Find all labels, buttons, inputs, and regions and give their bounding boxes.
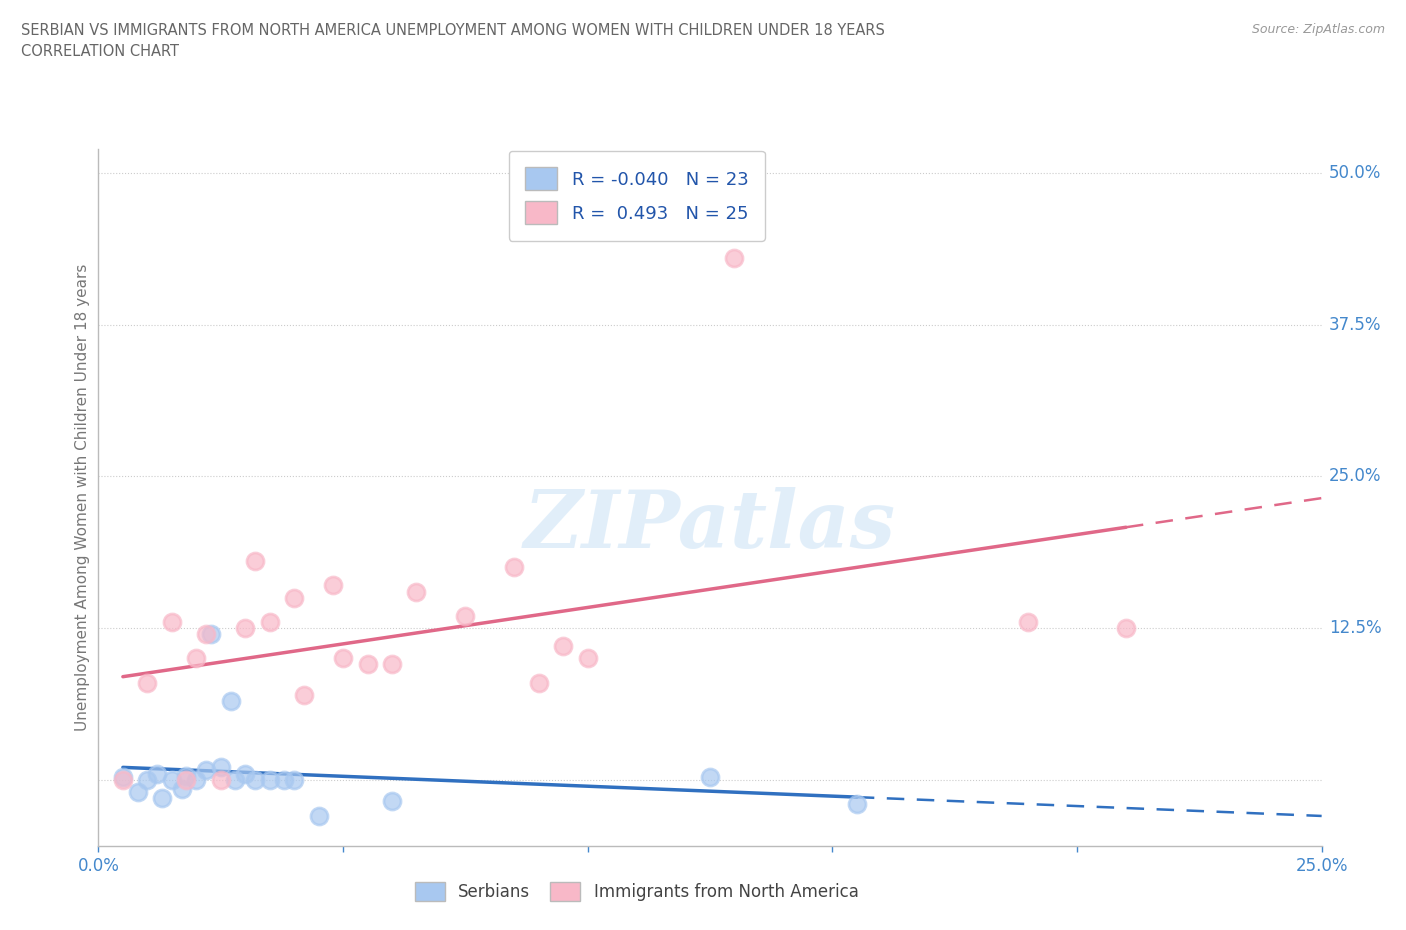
Point [176,772,198,787]
Text: Source: ZipAtlas.com: Source: ZipAtlas.com [1251,23,1385,36]
Legend: Serbians, Immigrants from North America: Serbians, Immigrants from North America [408,875,865,908]
Point [219,693,242,708]
Point [243,772,266,787]
Point [111,770,134,785]
Point [553,639,575,654]
Text: 37.5%: 37.5% [1329,315,1381,334]
Point [308,808,330,823]
Point [845,796,868,811]
Point [170,782,193,797]
Point [699,770,721,785]
Point [259,615,281,630]
Text: 25.0%: 25.0% [1329,467,1381,485]
Point [200,627,222,642]
Point [136,675,159,690]
Point [405,584,427,599]
Point [186,772,208,787]
Point [332,651,354,666]
Text: CORRELATION CHART: CORRELATION CHART [21,44,179,59]
Text: ZIPatlas: ZIPatlas [524,486,896,565]
Point [209,772,232,787]
Point [127,784,149,799]
Text: SERBIAN VS IMMIGRANTS FROM NORTH AMERICA UNEMPLOYMENT AMONG WOMEN WITH CHILDREN : SERBIAN VS IMMIGRANTS FROM NORTH AMERICA… [21,23,884,38]
Point [527,675,550,690]
Point [224,772,246,787]
Point [146,766,169,781]
Point [195,627,218,642]
Point [283,772,305,787]
Point [160,772,183,787]
Point [292,687,315,702]
Point [1115,620,1137,635]
Point [576,651,599,666]
Point [356,657,378,671]
Point [209,760,232,775]
Point [111,772,134,787]
Point [259,772,281,787]
Point [381,794,404,809]
Point [136,772,159,787]
Text: 50.0%: 50.0% [1329,164,1381,182]
Point [381,657,404,671]
Point [243,553,266,568]
Point [195,763,218,777]
Text: 12.5%: 12.5% [1329,619,1381,637]
Point [150,790,173,805]
Point [1017,615,1039,630]
Point [176,768,198,783]
Point [723,250,745,265]
Point [186,651,208,666]
Point [273,772,295,787]
Point [503,560,526,575]
Point [283,591,305,605]
Point [160,615,183,630]
Point [454,608,477,623]
Y-axis label: Unemployment Among Women with Children Under 18 years: Unemployment Among Women with Children U… [75,264,90,731]
Point [233,620,256,635]
Point [233,766,256,781]
Point [322,578,344,593]
